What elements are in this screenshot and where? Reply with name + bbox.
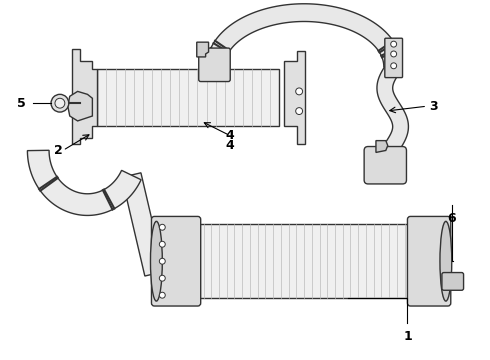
FancyBboxPatch shape xyxy=(442,273,464,290)
Circle shape xyxy=(391,41,396,47)
Circle shape xyxy=(159,292,165,298)
Text: 1: 1 xyxy=(403,330,412,343)
Text: 6: 6 xyxy=(447,212,456,225)
Polygon shape xyxy=(197,42,209,57)
FancyBboxPatch shape xyxy=(151,216,201,306)
Circle shape xyxy=(159,224,165,230)
Text: 5: 5 xyxy=(17,97,25,110)
Circle shape xyxy=(55,98,65,108)
FancyBboxPatch shape xyxy=(408,216,451,306)
Bar xyxy=(98,69,279,126)
Circle shape xyxy=(159,241,165,247)
FancyBboxPatch shape xyxy=(385,38,402,78)
Circle shape xyxy=(159,275,165,281)
Polygon shape xyxy=(72,49,98,144)
Circle shape xyxy=(295,88,303,95)
Polygon shape xyxy=(376,141,388,152)
Ellipse shape xyxy=(440,221,452,301)
Text: 4: 4 xyxy=(226,139,235,152)
Bar xyxy=(196,224,413,298)
Circle shape xyxy=(51,94,69,112)
Polygon shape xyxy=(377,64,409,166)
Polygon shape xyxy=(27,150,141,215)
Circle shape xyxy=(391,51,396,57)
FancyBboxPatch shape xyxy=(199,48,230,82)
Circle shape xyxy=(391,63,396,69)
Circle shape xyxy=(159,258,165,264)
Text: 4: 4 xyxy=(226,129,235,142)
Text: 2: 2 xyxy=(54,144,63,157)
Ellipse shape xyxy=(150,221,162,301)
Polygon shape xyxy=(68,91,93,121)
Polygon shape xyxy=(122,173,164,276)
Circle shape xyxy=(295,108,303,114)
FancyBboxPatch shape xyxy=(364,147,407,184)
Polygon shape xyxy=(284,51,305,144)
Text: 3: 3 xyxy=(429,100,438,113)
Polygon shape xyxy=(207,4,401,67)
